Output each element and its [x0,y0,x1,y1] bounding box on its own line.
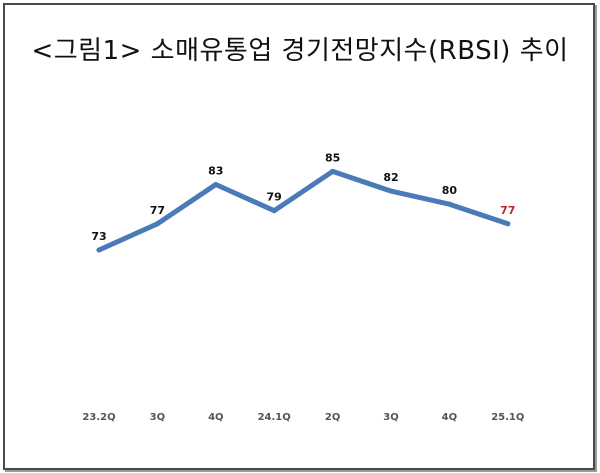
data-label: 79 [267,191,282,204]
data-point [213,182,219,187]
x-tick-label: 3Q [383,412,398,423]
data-point [388,188,394,194]
x-tick-label: 23.2Q [82,412,115,423]
series-line [96,168,511,253]
data-label: 82 [383,171,398,184]
data-point [154,221,160,227]
x-tick-label: 24.1Q [258,412,291,423]
data-label: 77 [150,204,165,217]
plot-area: 73 77 83 79 85 82 80 77 23.2Q 3Q 4Q 24.1Q 2Q 3Q 4Q 25.1… [82,151,524,423]
chart-title: <그림1> 소매유통업 경기전망지수(RBSI) 추이 [31,36,569,66]
x-tick-label: 25.1Q [491,412,524,423]
data-point [446,201,452,207]
x-tick-label: 4Q [208,412,223,423]
data-label: 77 [500,204,515,217]
data-point [271,208,277,214]
chart-frame [3,3,595,470]
data-point [96,247,102,253]
data-point [330,168,336,174]
data-label: 85 [325,151,340,164]
data-label: 83 [208,165,223,178]
data-point [505,221,511,227]
data-label: 73 [91,230,106,243]
data-label: 80 [442,184,458,197]
x-tick-label: 3Q [150,412,165,423]
x-tick-label: 4Q [442,412,457,423]
x-tick-label: 2Q [325,412,340,423]
